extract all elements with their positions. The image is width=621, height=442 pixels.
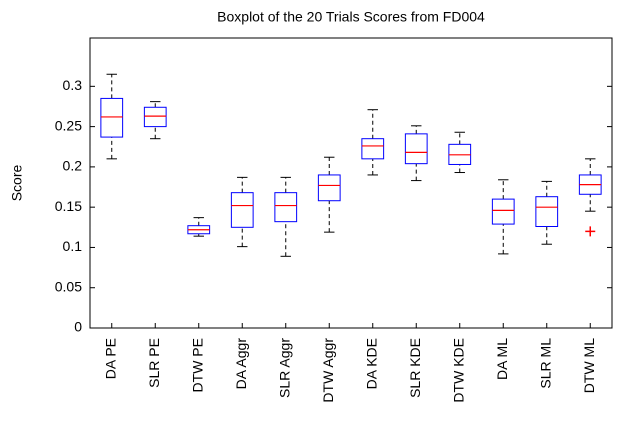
box — [143, 106, 167, 128]
x-tick-label: SLR PE — [146, 338, 162, 388]
x-tick-label: DTW ML — [581, 338, 597, 393]
x-tick-label: SLR KDE — [407, 338, 423, 398]
box — [491, 198, 515, 225]
y-tick-label: 0.1 — [63, 238, 83, 254]
y-tick-label: 0.05 — [55, 278, 82, 294]
x-tick-label: DA KDE — [363, 338, 379, 389]
box — [274, 192, 298, 223]
chart-title: Boxplot of the 20 Trials Scores from FD0… — [217, 9, 485, 25]
x-tick-label: DA PE — [102, 338, 118, 379]
y-tick-label: 0.15 — [55, 198, 82, 214]
box — [404, 133, 428, 165]
box — [317, 174, 341, 202]
outlier — [585, 226, 596, 237]
x-tick-label: SLR ML — [537, 338, 553, 389]
box — [100, 97, 124, 138]
box — [361, 138, 385, 160]
y-tick-label: 0.25 — [55, 117, 82, 133]
y-tick-label: 0.2 — [63, 158, 83, 174]
x-tick-label: DA Aggr — [233, 338, 249, 390]
x-tick-label: DTW Aggr — [320, 338, 336, 403]
plot-frame — [89, 37, 613, 329]
y-tick-label: 0.3 — [63, 77, 83, 93]
box — [230, 192, 254, 228]
x-tick-label: DTW PE — [189, 338, 205, 392]
x-tick-label: DA ML — [494, 338, 510, 380]
x-tick-label: SLR Aggr — [276, 338, 292, 398]
y-axis-label: Score — [9, 165, 25, 202]
box — [535, 196, 559, 227]
x-tick-label: DTW KDE — [450, 338, 466, 403]
y-tick-label: 0 — [74, 319, 82, 335]
